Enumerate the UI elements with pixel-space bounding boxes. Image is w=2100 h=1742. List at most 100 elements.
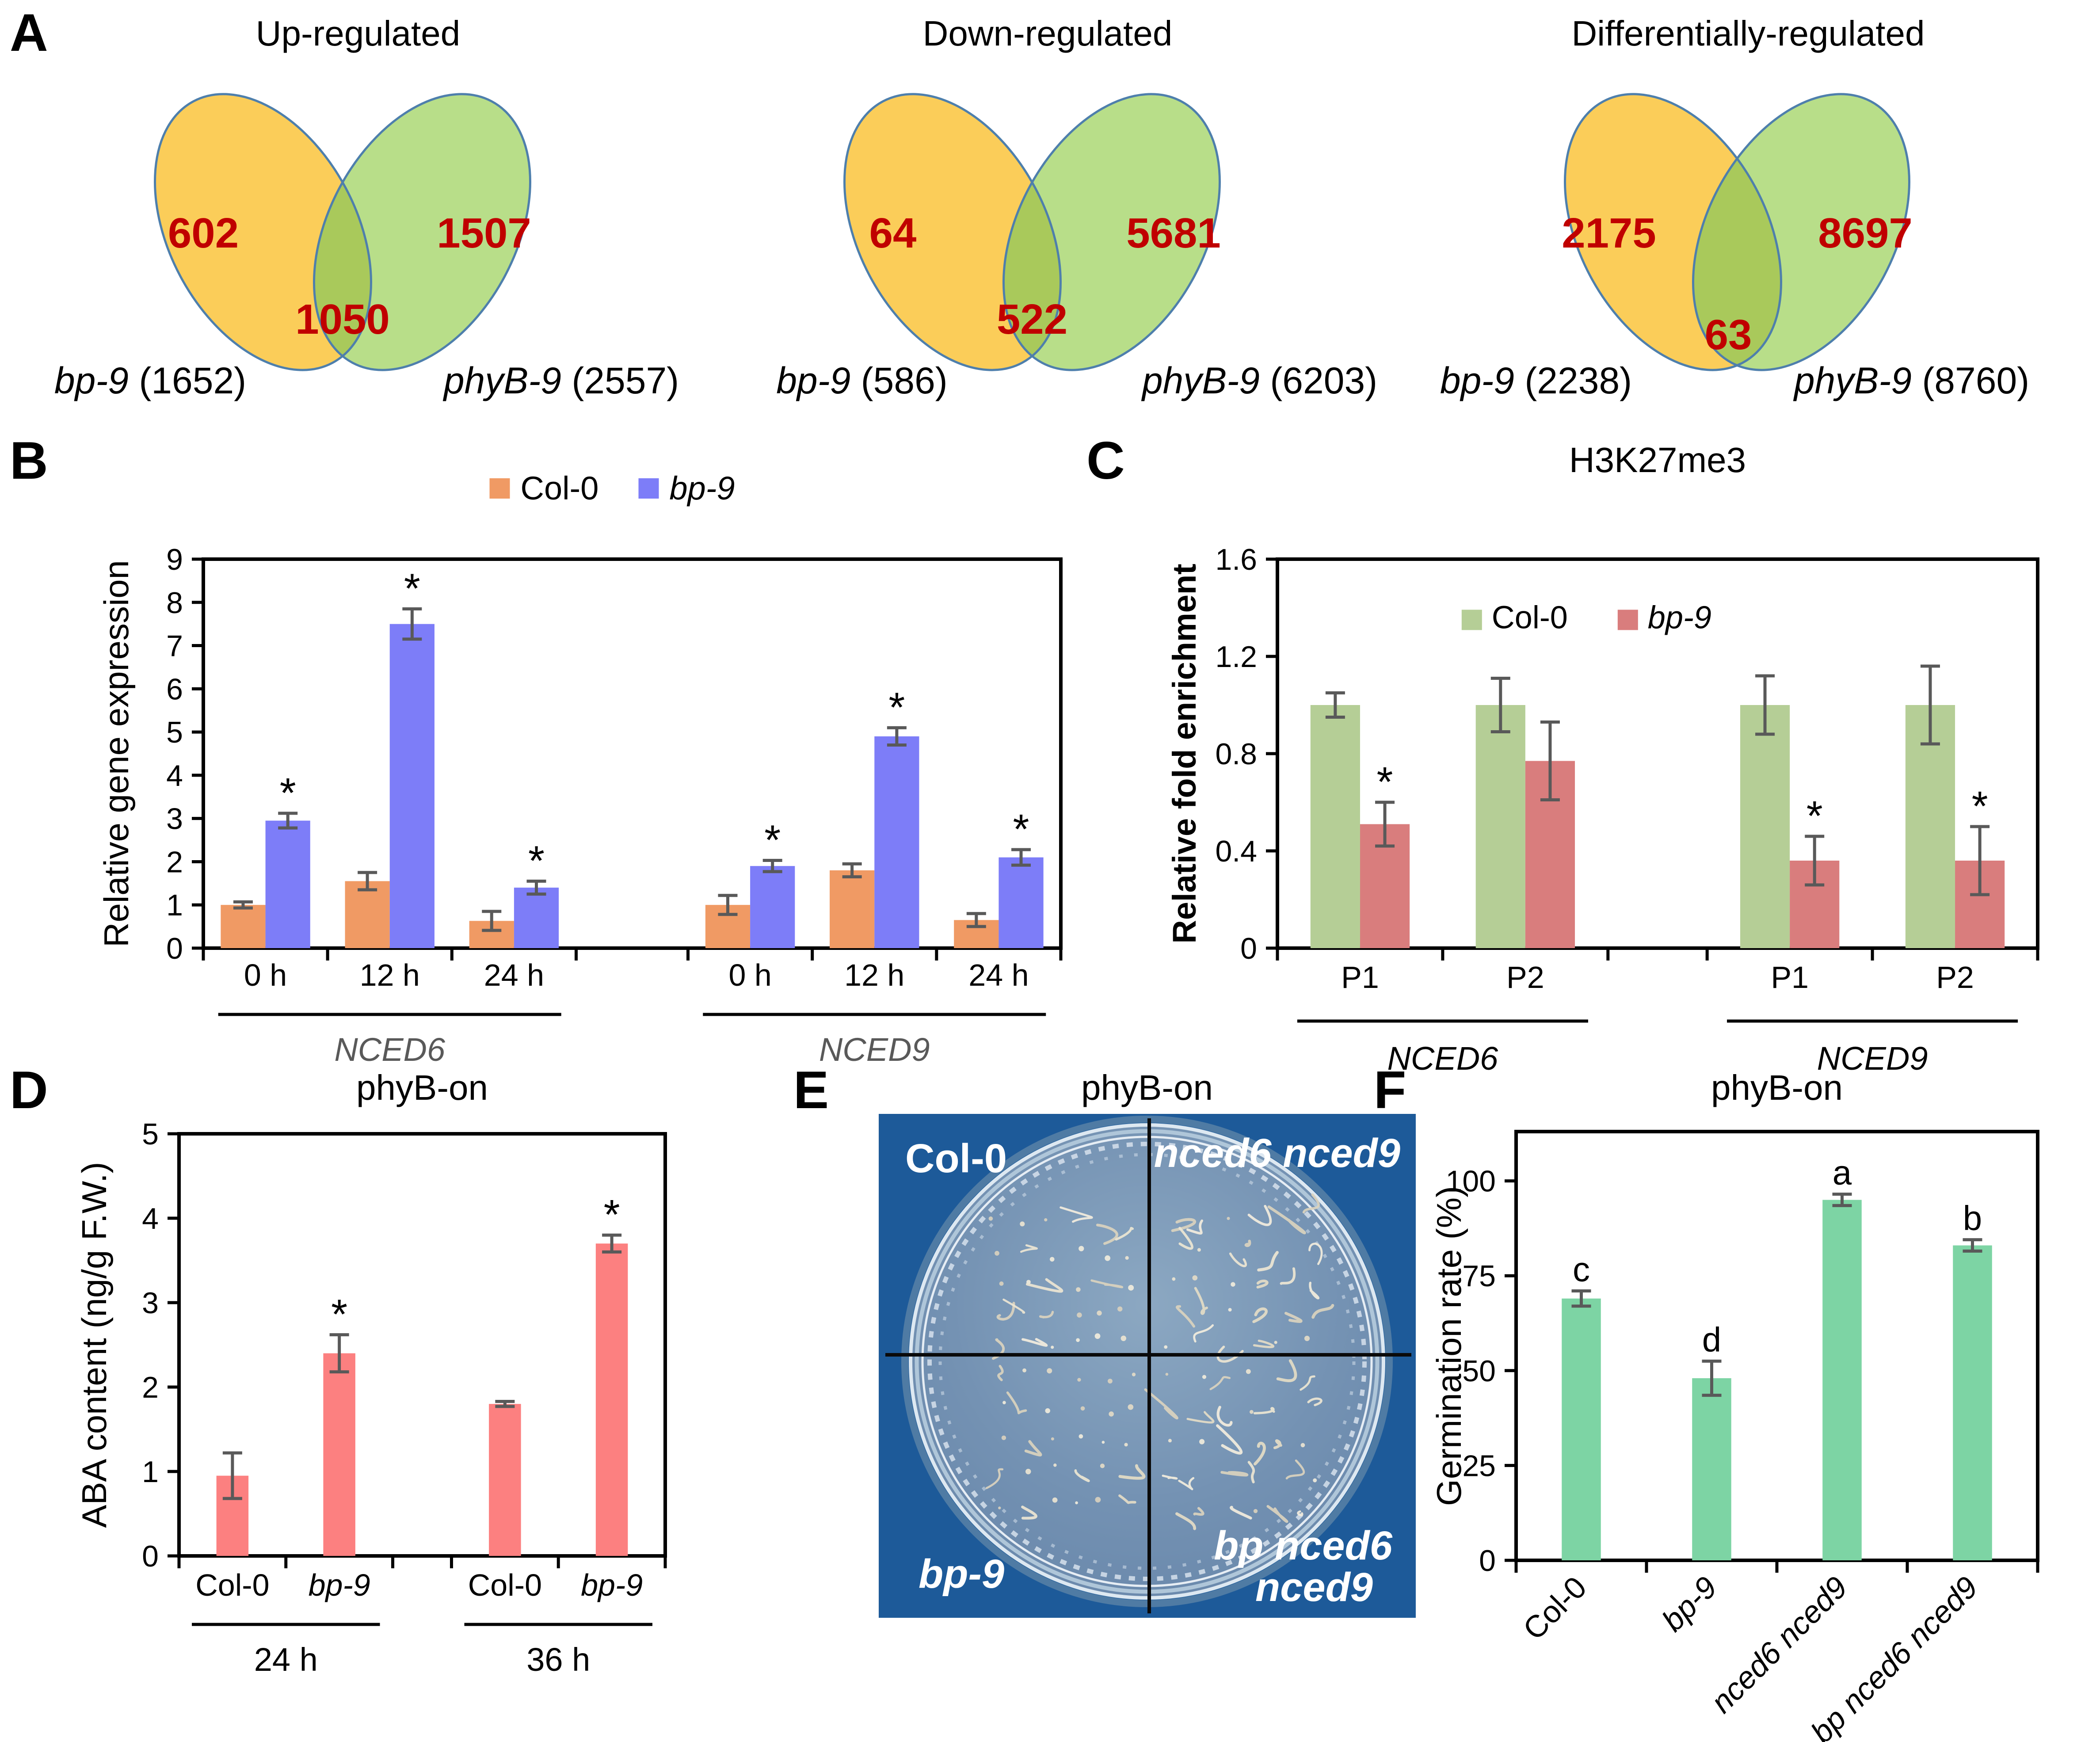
y-tick-label: 2 xyxy=(166,845,183,879)
seed xyxy=(1227,1217,1230,1220)
seedling xyxy=(1186,1219,1204,1235)
seed xyxy=(1045,1408,1050,1414)
seedling xyxy=(1060,1206,1093,1223)
seedling xyxy=(1302,1193,1320,1214)
seed xyxy=(1025,1468,1031,1475)
seed xyxy=(1001,1435,1006,1441)
seedling xyxy=(1267,1205,1306,1235)
seed xyxy=(1231,1282,1235,1287)
y-tick-label: 3 xyxy=(142,1286,159,1320)
chart-title-c: H3K27me3 xyxy=(1569,440,1746,480)
photo-title-e: phyB-on xyxy=(1081,1068,1213,1107)
bar xyxy=(221,905,266,948)
x-tick-label: bp-9 xyxy=(1655,1570,1723,1638)
seed xyxy=(1202,1375,1207,1379)
seedling xyxy=(1284,1311,1303,1323)
seed xyxy=(1077,1312,1082,1318)
seedling xyxy=(1115,1227,1134,1241)
condensation-ring xyxy=(927,1142,1367,1581)
y-tick-label: 7 xyxy=(166,629,183,663)
x-tick-label: nced6 nced9 xyxy=(1704,1570,1854,1719)
seedling xyxy=(1021,1506,1037,1520)
x-tick-label: Col-0 xyxy=(1517,1570,1593,1646)
y-tick-label: 1 xyxy=(166,888,183,922)
y-axis-title: ABA content (ng/g F.W.) xyxy=(75,1162,114,1528)
venn-diagram-up-regulated: bp-9 (1652) phyB-9 (2557) 602 1507 1050 xyxy=(54,93,679,401)
bar xyxy=(1905,705,1955,948)
venn-outline xyxy=(154,93,372,371)
venn-outline xyxy=(1002,93,1221,371)
x-tick-label: P1 xyxy=(1341,960,1379,995)
seed xyxy=(1049,1257,1055,1262)
venn-outline xyxy=(313,93,531,371)
seedling xyxy=(1300,1375,1315,1391)
legend-label-bp9: bp-9 xyxy=(669,470,735,507)
seed xyxy=(1172,1277,1176,1281)
y-axis-title: Germination rate (%) xyxy=(1429,1186,1468,1506)
seedling xyxy=(1002,1298,1025,1314)
seed xyxy=(995,1250,999,1256)
y-tick-label: 0 xyxy=(1479,1544,1496,1578)
seedling xyxy=(1276,1359,1297,1382)
bar xyxy=(265,820,310,948)
seed xyxy=(1094,1333,1101,1339)
bar xyxy=(323,1353,355,1556)
seed xyxy=(1199,1439,1205,1445)
bar xyxy=(750,866,795,948)
venn-right-count: 8697 xyxy=(1818,210,1913,257)
y-tick-label: 25 xyxy=(1462,1449,1496,1483)
seed xyxy=(1051,1437,1054,1441)
x-tick-label: P2 xyxy=(1936,960,1974,995)
seedling xyxy=(1247,1461,1255,1483)
seedling xyxy=(1193,1507,1204,1516)
legend-panel-b: Col-0 bp-9 xyxy=(489,469,775,507)
bar xyxy=(514,888,559,948)
venn-title-diff: Differentially-regulated xyxy=(1571,14,1925,53)
seed xyxy=(999,1281,1004,1286)
significance-mark: * xyxy=(331,1291,347,1338)
seed xyxy=(1128,1404,1134,1410)
x-tick-label: P2 xyxy=(1506,960,1544,995)
y-tick-label: 5 xyxy=(142,1117,159,1151)
significance-mark: * xyxy=(1807,793,1823,839)
dish-rim-ring xyxy=(915,1129,1380,1594)
condensation-ring xyxy=(938,1153,1356,1570)
venn-right-count: 1507 xyxy=(437,210,531,257)
seed xyxy=(1228,1308,1232,1312)
x-tick-label: 12 h xyxy=(844,958,904,992)
y-tick-label: 0 xyxy=(166,932,183,965)
seedling xyxy=(1285,1459,1305,1479)
x-tick-label: bp-9 xyxy=(309,1568,370,1602)
seed xyxy=(1197,1248,1201,1252)
x-tick-label: 24 h xyxy=(484,958,544,992)
seed xyxy=(1192,1275,1198,1281)
y-tick-label: 5 xyxy=(166,716,183,749)
seed xyxy=(1002,1401,1006,1404)
seed xyxy=(1107,1379,1113,1384)
bar xyxy=(1953,1245,1992,1560)
group-label: 36 h xyxy=(526,1641,590,1678)
y-tick-label: 6 xyxy=(166,672,183,706)
seedling xyxy=(1178,1227,1193,1250)
venn-left-set-label: bp-9 (586) xyxy=(776,360,948,401)
venn-outline xyxy=(1692,93,1910,371)
quadrant-label-bp9: bp-9 xyxy=(919,1551,1004,1597)
seedling xyxy=(1230,1506,1252,1520)
venn-left-set-label: bp-9 (2238) xyxy=(1440,360,1632,401)
seedling xyxy=(1253,1407,1275,1414)
seed xyxy=(1095,1497,1101,1503)
seed xyxy=(1079,1246,1084,1251)
seedling xyxy=(1186,1411,1215,1424)
venn-title-up: Up-regulated xyxy=(255,14,461,53)
bar xyxy=(1822,1200,1862,1560)
significance-mark: b xyxy=(1963,1199,1982,1238)
seedling xyxy=(996,1301,1015,1321)
seedling xyxy=(1252,1307,1268,1323)
seedling xyxy=(1118,1464,1146,1480)
y-tick-label: 50 xyxy=(1462,1354,1496,1388)
x-tick-label: 0 h xyxy=(244,958,287,992)
seed xyxy=(1124,1443,1128,1447)
seed xyxy=(1044,1218,1048,1222)
group-label: NCED9 xyxy=(1817,1040,1928,1077)
